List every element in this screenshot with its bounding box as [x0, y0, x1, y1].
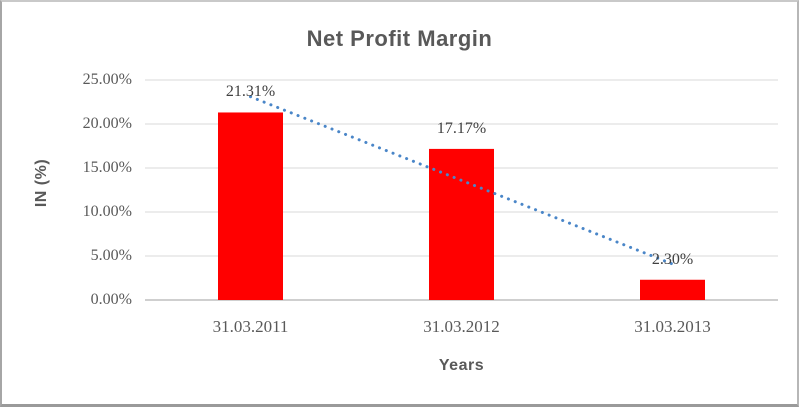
- bar: [640, 279, 705, 300]
- bar: [429, 148, 494, 300]
- bar: [218, 112, 283, 300]
- bar-data-label: 2.30%: [651, 250, 694, 268]
- chart-title: Net Profit Margin: [306, 26, 493, 51]
- x-category-label: 31.03.2012: [423, 317, 500, 336]
- bar-data-label: 21.31%: [225, 83, 276, 101]
- y-tick-label: 15.00%: [82, 159, 132, 176]
- y-tick-label: 10.00%: [82, 203, 132, 220]
- trendline: [249, 95, 674, 266]
- x-category-label: 31.03.2013: [634, 317, 711, 336]
- bar-data-label: 17.17%: [436, 119, 487, 137]
- x-axis-title: Years: [438, 357, 485, 374]
- x-category-label: 31.03.2011: [212, 317, 289, 336]
- y-tick-label: 25.00%: [82, 71, 132, 88]
- y-tick-label: 5.00%: [90, 247, 132, 264]
- y-tick-label: 0.00%: [90, 291, 132, 308]
- y-tick-label: 20.00%: [82, 115, 132, 132]
